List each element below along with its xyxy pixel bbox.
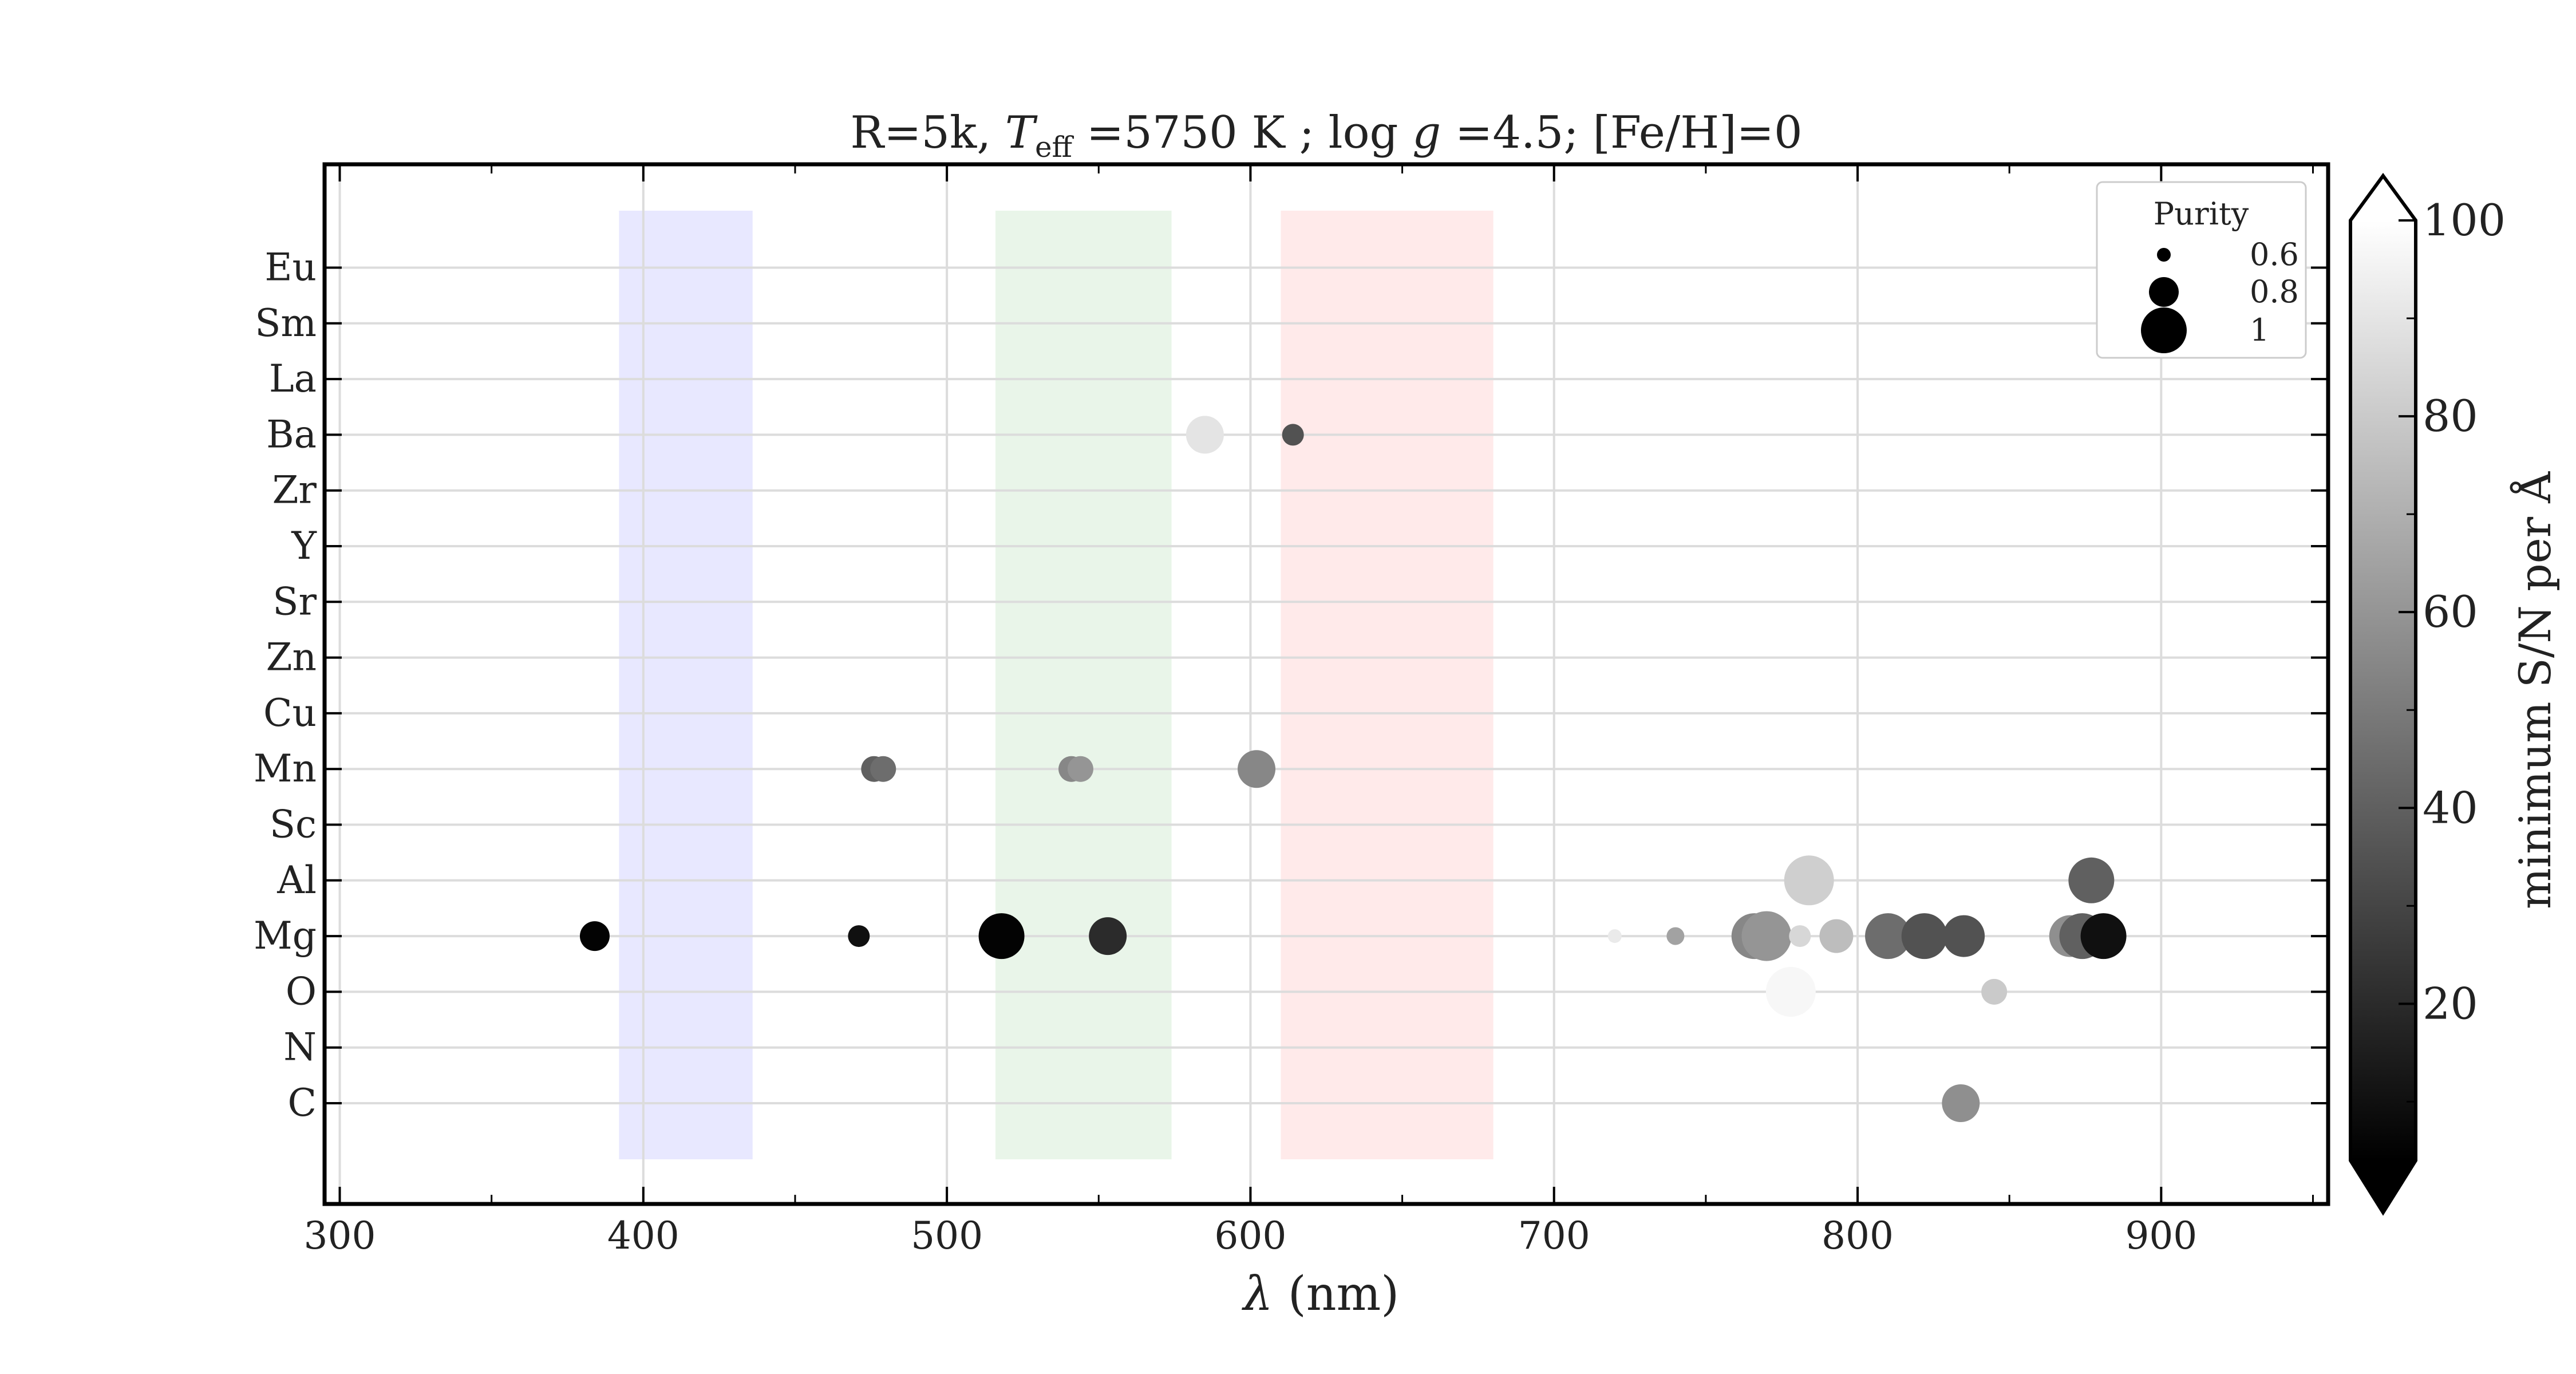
point-mg-3	[1089, 917, 1127, 956]
point-mg-11	[1901, 913, 1947, 960]
legend-label-0: 0.6	[2250, 236, 2299, 273]
point-mg-0	[579, 921, 610, 951]
y-tick-label-mg: Mg	[254, 914, 317, 958]
colorbar-tick-label-20: 20	[2423, 978, 2478, 1029]
point-mg-10	[1865, 913, 1911, 960]
legend-marker-0	[2157, 248, 2171, 262]
y-tick-label-c: C	[288, 1081, 317, 1125]
y-tick-label-sc: Sc	[270, 803, 317, 847]
colorbar-tick-label-40: 40	[2423, 782, 2478, 833]
x-tick-label-600: 600	[1214, 1214, 1286, 1258]
x-tick-label-900: 900	[2125, 1214, 2197, 1258]
point-mg-8	[1789, 925, 1811, 947]
wavelength-bands	[619, 211, 1494, 1159]
y-tick-label-y: Y	[291, 524, 317, 568]
y-tick-label-la: La	[269, 357, 317, 401]
y-tick-label-sr: Sr	[272, 579, 317, 623]
point-mg-4	[1607, 929, 1622, 943]
legend-title: Purity	[2154, 196, 2249, 232]
point-mg-15	[2080, 913, 2127, 960]
x-tick-label-300: 300	[304, 1214, 376, 1258]
x-tick-label-400: 400	[607, 1214, 679, 1258]
y-tick-label-sm: Sm	[255, 301, 317, 345]
plot-frame	[322, 162, 2330, 1206]
axis-ticks: 300 400 500 600 700 800 900 CNO Mg Al Sc Mn Cu Zn Sr YZ…	[254, 164, 2328, 1258]
point-mg-5	[1666, 927, 1685, 945]
point-mg-1	[848, 925, 870, 947]
y-tick-label-o: O	[286, 969, 317, 1013]
x-tick-label-700: 700	[1518, 1214, 1590, 1258]
point-al-17	[2068, 857, 2115, 903]
x-tick-label-500: 500	[911, 1214, 983, 1258]
y-tick-label-n: N	[283, 1025, 317, 1069]
colorbar-extend-top	[2350, 176, 2416, 220]
y-tick-label-ba: Ba	[266, 412, 317, 456]
legend-label-2: 1	[2250, 312, 2269, 348]
x-tick-label-800: 800	[1822, 1214, 1894, 1258]
colorbar-label: minimum S/N per Å	[2509, 471, 2561, 909]
band-green	[995, 211, 1172, 1159]
colorbar-tick-label-60: 60	[2423, 586, 2478, 637]
legend-label-1: 0.8	[2250, 274, 2299, 310]
y-tick-label-zr: Zr	[272, 468, 317, 512]
point-mg-7	[1741, 911, 1792, 961]
legend-marker-2	[2141, 307, 2187, 353]
y-tick-label-mn: Mn	[254, 747, 317, 791]
y-tick-label-zn: Zn	[266, 635, 317, 680]
point-o-26	[1981, 978, 2008, 1005]
grid-lines	[325, 164, 2328, 1204]
point-mg-9	[1819, 919, 1854, 953]
colorbar-tick-label-80: 80	[2423, 390, 2478, 441]
colorbar: 20 40 60 80 100 minimum S/N per Å	[2349, 172, 2561, 1216]
scatter-points	[579, 416, 2127, 1122]
y-tick-label-cu: Cu	[263, 691, 317, 735]
band-blue	[619, 211, 753, 1159]
colorbar-tick-label-100: 100	[2423, 195, 2506, 246]
point-al-16	[1784, 855, 1834, 906]
colorbar-gradient	[2350, 220, 2416, 1160]
band-red	[1281, 211, 1494, 1159]
point-o-25	[1765, 966, 1816, 1017]
point-mg-12	[1943, 915, 1985, 957]
point-mg-2	[978, 913, 1025, 960]
legend-marker-1	[2149, 277, 2179, 307]
y-tick-label-al: Al	[276, 858, 317, 902]
colorbar-extend-bottom	[2350, 1160, 2416, 1213]
y-tick-label-eu: Eu	[264, 246, 317, 290]
point-mn-19	[870, 756, 896, 782]
chart-title: R=5k, Teff =5750 K ; log g =4.5; [Fe/H]=…	[850, 107, 1802, 164]
point-c-27	[1942, 1084, 1980, 1122]
point-mn-22	[1238, 750, 1276, 788]
point-mn-21	[1067, 756, 1093, 782]
point-ba-23	[1186, 416, 1224, 454]
point-ba-24	[1282, 424, 1304, 446]
x-axis-label: λ (nm)	[1242, 1267, 1400, 1321]
